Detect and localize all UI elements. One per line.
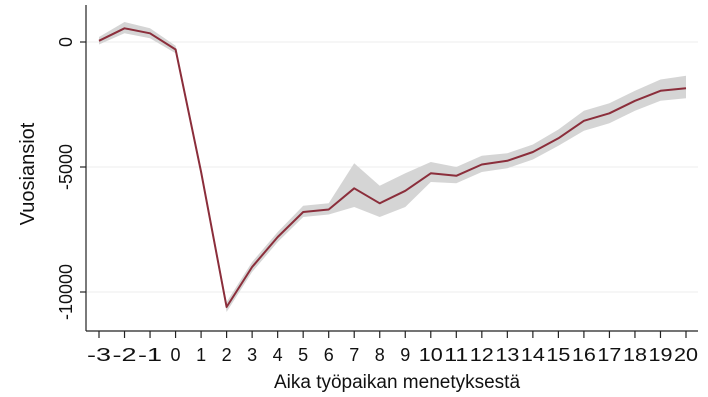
x-tick-label-6: 3 [247, 345, 257, 365]
x-tick-label-19: 16 [572, 345, 596, 365]
x-tick-label-5: 2 [222, 345, 232, 365]
x-tick-label-18: 15 [546, 345, 570, 365]
x-axis-ticks: -3 -2 -1 0 1 2 3 4 5 6 7 8 9 10 11 12 13 14 15 16 17 18 19 20 [87, 331, 698, 365]
x-tick-label-9: 6 [324, 345, 334, 365]
x-tick-label-17: 14 [521, 345, 545, 365]
x-tick-label-4: 1 [196, 345, 206, 365]
x-tick-label-16: 13 [495, 345, 519, 365]
x-tick-label-15: 12 [470, 345, 494, 365]
x-tick-label-1: -2 [113, 345, 137, 365]
x-tick-label-11: 8 [375, 345, 385, 365]
y-tick-label-1: -5000 [56, 144, 76, 190]
x-axis-title: Aika työpaikan menetyksestä [274, 372, 521, 393]
x-tick-label-12: 9 [400, 345, 410, 365]
x-tick-label-13: 10 [419, 345, 443, 365]
x-tick-label-10: 7 [349, 345, 359, 365]
x-tick-label-0: -3 [87, 345, 111, 365]
y-tick-label-2: -10000 [56, 264, 76, 320]
y-tick-label-0: 0 [56, 37, 76, 47]
series-line [98, 27, 687, 308]
x-tick-label-7: 4 [273, 345, 283, 365]
x-tick-label-8: 5 [298, 345, 308, 365]
x-tick-label-14: 11 [444, 345, 468, 365]
x-tick-label-21: 18 [623, 345, 647, 365]
x-tick-label-2: -1 [138, 345, 162, 365]
grid-lines [86, 41, 698, 293]
y-axis-title: Vuosiansiot [17, 122, 39, 225]
x-tick-label-22: 19 [648, 345, 672, 365]
x-tick-label-20: 17 [597, 345, 621, 365]
x-tick-label-3: 0 [171, 345, 181, 365]
y-axis-ticks: 0 -5000 -10000 [56, 37, 86, 320]
x-tick-label-23: 20 [674, 345, 698, 365]
